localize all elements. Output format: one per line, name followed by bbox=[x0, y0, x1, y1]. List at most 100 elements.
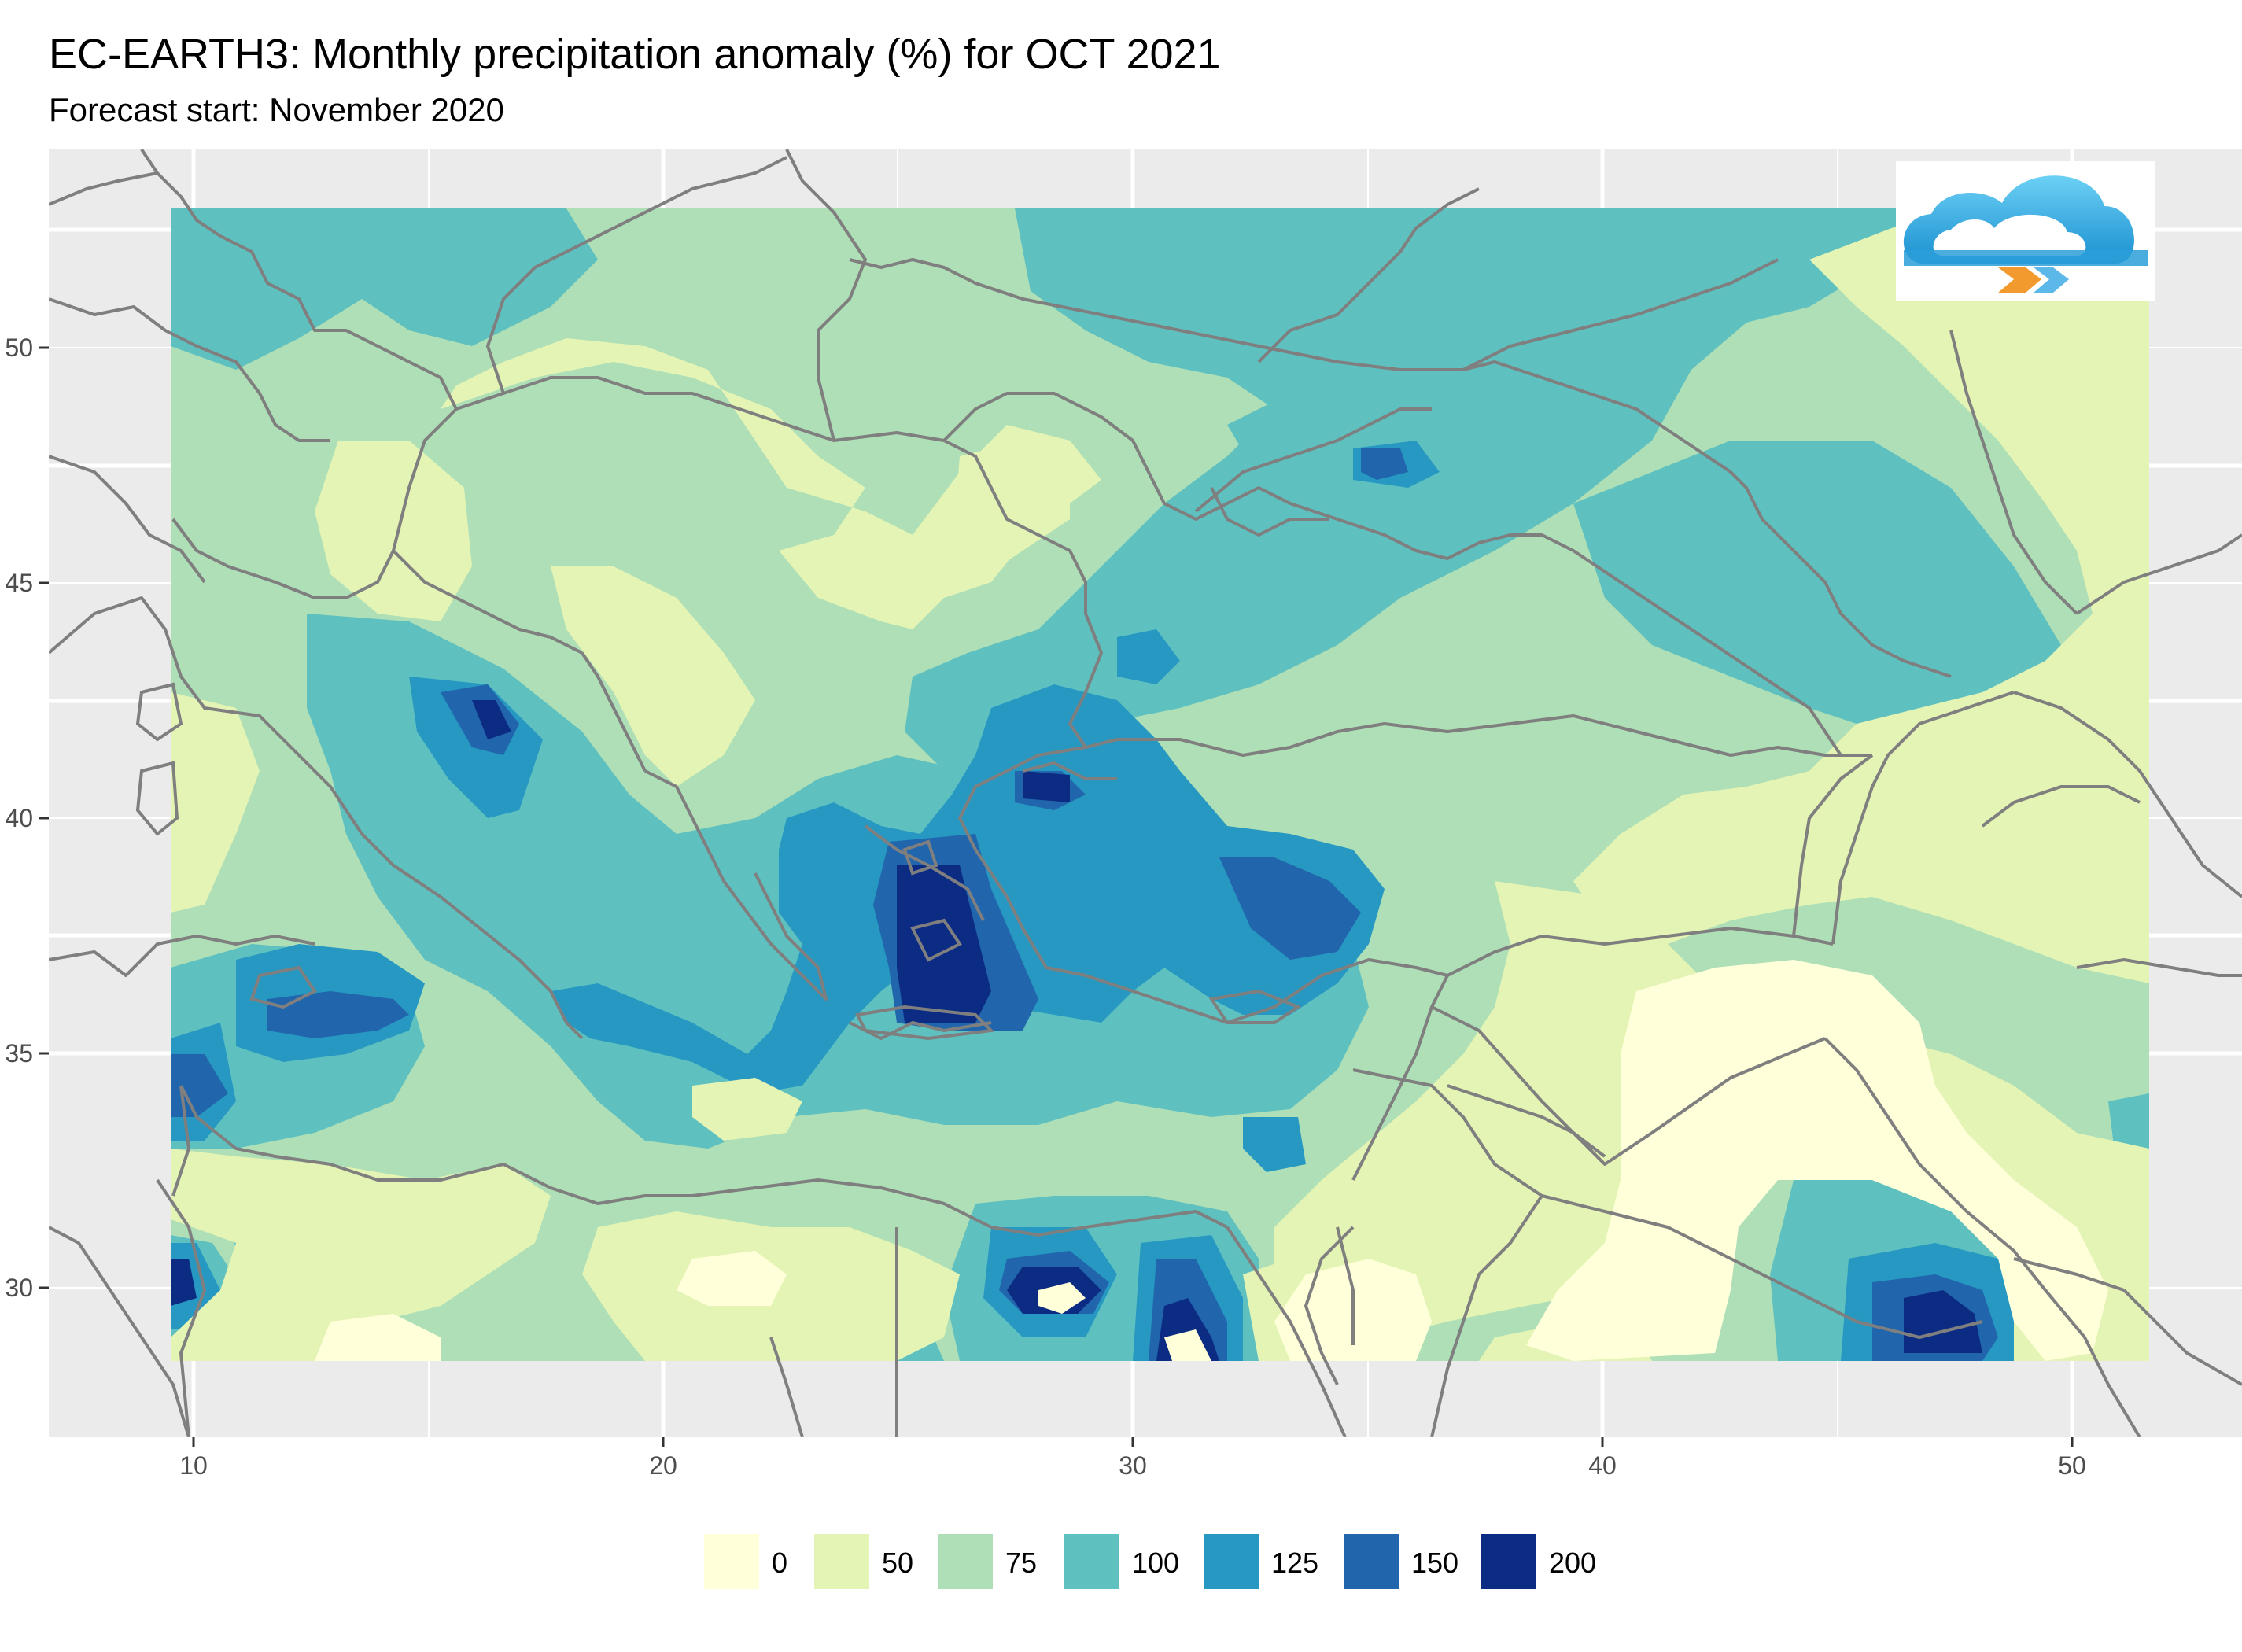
border-line bbox=[2075, 533, 2242, 615]
y-tick-label: 50 bbox=[5, 334, 33, 362]
border-line bbox=[644, 769, 828, 1001]
border-line bbox=[581, 651, 647, 772]
border-line bbox=[1431, 1005, 1826, 1166]
border-line bbox=[171, 1085, 190, 1197]
border-line bbox=[49, 935, 315, 977]
contour-band-125 bbox=[1117, 629, 1180, 684]
border-line bbox=[1949, 330, 2078, 615]
contour-band-50 bbox=[1573, 208, 2149, 983]
island-outline bbox=[1208, 989, 1302, 1024]
map-subtitle: Forecast start: November 2020 bbox=[49, 91, 504, 128]
border-line bbox=[1352, 1068, 1606, 1213]
legend-label: 100 bbox=[1132, 1547, 1180, 1579]
axis-ticks bbox=[39, 346, 2074, 1447]
border-line bbox=[942, 392, 1842, 757]
border-line bbox=[179, 1085, 1228, 1237]
contour-band-150 bbox=[1219, 857, 1361, 960]
border-line bbox=[785, 149, 867, 441]
border-line bbox=[1430, 1194, 1543, 1437]
contour-band-200 bbox=[897, 865, 991, 1023]
legend-swatch bbox=[1344, 1534, 1399, 1589]
contour-band-100 bbox=[1573, 441, 2061, 755]
border-line bbox=[1257, 187, 1480, 363]
contour-band-200 bbox=[1023, 771, 1070, 802]
border-line bbox=[49, 297, 330, 442]
legend-label: 125 bbox=[1271, 1547, 1319, 1579]
island-outline bbox=[135, 682, 183, 742]
border-line bbox=[958, 714, 1872, 1024]
contour-band-0 bbox=[1164, 1329, 1211, 1361]
contour-band-0 bbox=[315, 1314, 441, 1361]
border-line bbox=[171, 376, 1103, 749]
border-line bbox=[1447, 1084, 1606, 1158]
island-outline bbox=[910, 918, 962, 962]
border-line bbox=[1792, 754, 1874, 937]
border-line bbox=[49, 455, 206, 584]
legend-label: 0 bbox=[772, 1547, 788, 1579]
border-line bbox=[392, 549, 583, 655]
legend-swatch bbox=[814, 1534, 869, 1589]
contour-band-50 bbox=[692, 1078, 802, 1141]
contour-band-0 bbox=[1038, 1282, 1086, 1314]
map-legend: 0 50 75 100 125 150 200 bbox=[0, 1534, 2242, 1597]
contour-band-50 bbox=[551, 566, 755, 787]
border-line bbox=[1823, 1037, 2141, 1437]
contour-band-50 bbox=[171, 1149, 551, 1361]
cloud-logo-icon bbox=[1896, 161, 2155, 301]
country-borders bbox=[49, 149, 2242, 1437]
border-line bbox=[849, 258, 1952, 678]
contour-band-50 bbox=[441, 338, 1101, 629]
border-line bbox=[1194, 407, 1432, 513]
border-line bbox=[2013, 1257, 2125, 1292]
contour-band-200 bbox=[472, 700, 511, 739]
border-line bbox=[1336, 1226, 1355, 1345]
contour-band-50 bbox=[952, 441, 1070, 582]
contour-band-50 bbox=[315, 441, 472, 621]
border-line bbox=[156, 1178, 206, 1437]
border-line bbox=[1210, 487, 1329, 537]
border-line bbox=[1981, 785, 2141, 828]
island-outline bbox=[135, 761, 179, 836]
x-tick-label: 30 bbox=[1119, 1451, 1147, 1480]
border-line bbox=[49, 171, 158, 206]
legend-swatch bbox=[938, 1534, 993, 1589]
border-line bbox=[2076, 958, 2242, 977]
contour-band-0 bbox=[1526, 960, 2108, 1361]
x-tick-label: 40 bbox=[1588, 1451, 1617, 1480]
border-line bbox=[2013, 691, 2242, 898]
border-line bbox=[1304, 1226, 1355, 1385]
contour-band-200 bbox=[171, 1259, 197, 1306]
border-line bbox=[2122, 1289, 2242, 1386]
border-line bbox=[1604, 1210, 1983, 1339]
contour-band-100 bbox=[905, 208, 1943, 881]
island-outline bbox=[249, 965, 317, 1009]
legend-label: 75 bbox=[1005, 1547, 1038, 1579]
anomaly-contours bbox=[171, 208, 2149, 1361]
island-outline bbox=[855, 1005, 995, 1041]
contour-band-150 bbox=[1361, 448, 1408, 480]
legend-swatch bbox=[1204, 1534, 1259, 1589]
contour-band-150 bbox=[171, 1054, 228, 1117]
contour-band-50 bbox=[171, 692, 260, 913]
y-tick-label: 40 bbox=[5, 804, 33, 832]
island-outlines bbox=[135, 682, 1302, 1041]
contour-band-125 bbox=[1243, 1117, 1306, 1172]
border-line bbox=[1462, 258, 1779, 371]
border-line bbox=[1831, 691, 2015, 945]
border-line bbox=[140, 149, 458, 410]
y-tick-label: 45 bbox=[5, 569, 33, 597]
border-line bbox=[49, 596, 584, 1040]
legend-label: 200 bbox=[1549, 1547, 1597, 1579]
legend-swatch bbox=[1064, 1534, 1119, 1589]
map-title: EC-EARTH3: Monthly precipitation anomaly… bbox=[49, 31, 1221, 78]
legend-label: 50 bbox=[882, 1547, 914, 1579]
y-tick-label: 30 bbox=[5, 1274, 33, 1302]
y-tick-label: 35 bbox=[5, 1039, 33, 1068]
contour-band-150 bbox=[267, 991, 409, 1038]
border-line bbox=[49, 1226, 190, 1437]
contour-band-0 bbox=[677, 1251, 787, 1306]
legend-label: 150 bbox=[1411, 1547, 1459, 1579]
x-tick-label: 20 bbox=[649, 1451, 677, 1480]
x-tick-label: 10 bbox=[179, 1451, 208, 1480]
